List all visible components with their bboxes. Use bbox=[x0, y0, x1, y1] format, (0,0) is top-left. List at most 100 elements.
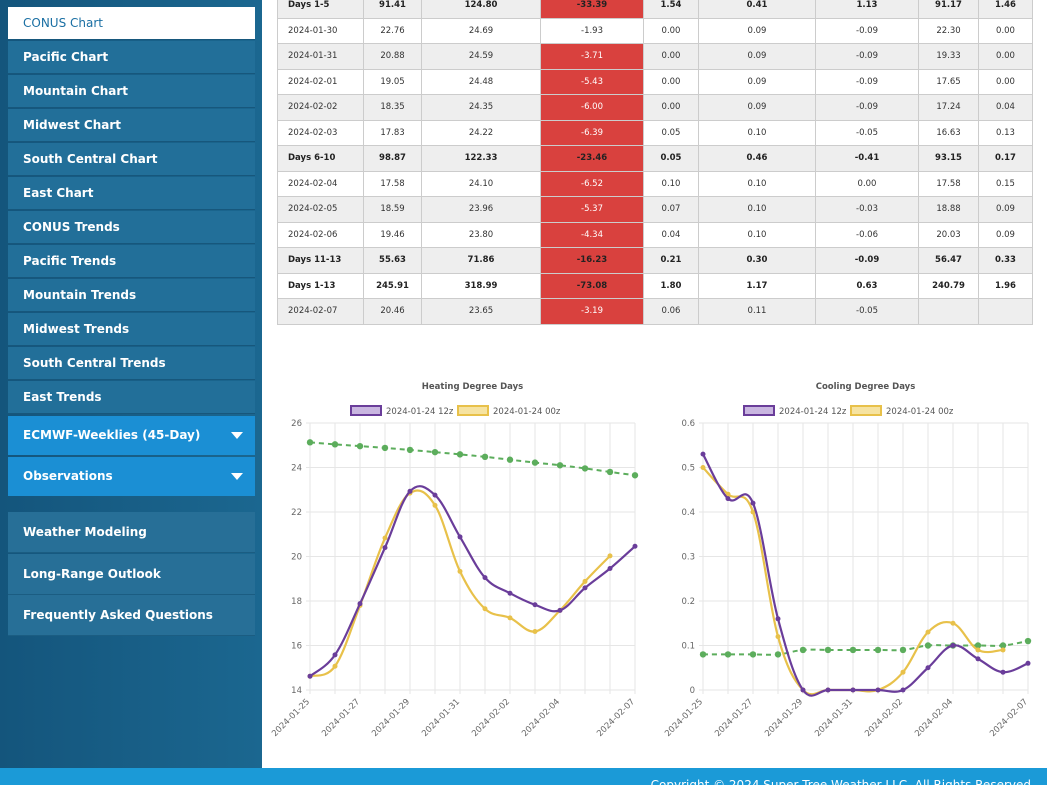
table-cell: -0.03 bbox=[815, 196, 919, 223]
nav-item[interactable]: South Central Trends bbox=[8, 347, 255, 380]
table-cell: 0.00 bbox=[978, 68, 1033, 95]
table-cell: 71.86 bbox=[421, 247, 541, 274]
data-point bbox=[432, 492, 438, 498]
nav-link[interactable]: Long-Range Outlook bbox=[8, 553, 255, 595]
y-tick-label: 22 bbox=[291, 508, 302, 518]
data-point bbox=[950, 620, 956, 626]
legend-label: 2024-01-24 12z bbox=[386, 407, 454, 417]
data-point bbox=[749, 651, 757, 658]
table-cell: -0.41 bbox=[815, 145, 919, 172]
data-point bbox=[750, 509, 756, 515]
table-cell: -16.23 bbox=[540, 247, 644, 274]
x-tick-label: 2024-02-04 bbox=[913, 697, 955, 739]
nav-item[interactable]: Pacific Trends bbox=[8, 245, 255, 278]
table-cell: -0.09 bbox=[815, 17, 919, 44]
data-point bbox=[406, 446, 414, 454]
nav-item[interactable]: Mountain Chart bbox=[8, 75, 255, 108]
table-cell: 23.80 bbox=[421, 221, 541, 248]
y-tick-label: 26 bbox=[291, 419, 302, 429]
x-tick-label: 2024-01-27 bbox=[713, 697, 755, 739]
nav-item[interactable]: Mountain Trends bbox=[8, 279, 255, 312]
data-point bbox=[725, 491, 731, 497]
table-cell: 2024-01-31 bbox=[277, 43, 364, 70]
data-point bbox=[357, 601, 363, 607]
x-tick-label: 2024-02-07 bbox=[595, 697, 637, 739]
x-tick-label: 2024-01-31 bbox=[813, 697, 855, 739]
data-point bbox=[825, 687, 831, 693]
data-point bbox=[950, 643, 956, 648]
nav-dropdown[interactable]: ECMWF-Weeklies (45-Day) bbox=[8, 416, 255, 455]
table-cell: 2024-02-02 bbox=[277, 94, 364, 121]
table-cell: 0.30 bbox=[698, 247, 816, 274]
data-point bbox=[899, 646, 907, 654]
nav-item[interactable]: East Chart bbox=[8, 177, 255, 210]
y-tick-label: 0.4 bbox=[681, 508, 695, 518]
charts: Heating Degree Days 2024-01-24 12z 2024-01… bbox=[270, 382, 1032, 739]
footer: Copyright © 2024 Super Tree Weather LLC.… bbox=[0, 768, 1047, 792]
table-cell: 0.00 bbox=[978, 43, 1033, 70]
table-cell: -0.05 bbox=[815, 298, 919, 325]
data-point bbox=[925, 629, 931, 635]
legend-label: 2024-01-24 00z bbox=[493, 407, 561, 417]
table-cell: 0.09 bbox=[978, 196, 1033, 223]
table-cell: 0.00 bbox=[643, 43, 699, 70]
table-row: Days 11-13 55.63 71.86 -16.23 0.21 0.30 -0.09 5… bbox=[277, 247, 1033, 274]
data-point bbox=[431, 448, 439, 456]
copyright: Copyright © 2024 Super Tree Weather LLC.… bbox=[650, 778, 1031, 792]
data-point bbox=[482, 606, 488, 612]
table-cell: 20.03 bbox=[918, 221, 979, 248]
nav-link[interactable]: Weather Modeling bbox=[8, 512, 255, 553]
x-tick-label: 2024-01-29 bbox=[763, 697, 805, 739]
x-tick-label: 2024-01-25 bbox=[270, 697, 312, 739]
table-row: Days 6-10 98.87 122.33 -23.46 0.05 0.46 -0.41 9… bbox=[277, 145, 1033, 172]
data-point bbox=[775, 634, 781, 640]
data-point bbox=[849, 646, 857, 654]
data-point bbox=[481, 453, 489, 461]
table-cell: 0.04 bbox=[978, 94, 1033, 121]
nav-item[interactable]: South Central Chart bbox=[8, 143, 255, 176]
data-point bbox=[875, 687, 881, 693]
table-cell: Days 1-13 bbox=[277, 272, 364, 299]
x-tick-label: 2024-02-02 bbox=[863, 697, 905, 739]
y-tick-label: 14 bbox=[291, 686, 302, 696]
x-tick-label: 2024-02-04 bbox=[520, 697, 562, 739]
chart-title: Cooling Degree Days bbox=[816, 382, 916, 392]
data-point bbox=[432, 502, 438, 508]
nav-item[interactable]: Midwest Chart bbox=[8, 109, 255, 142]
table-cell: 0.00 bbox=[978, 17, 1033, 44]
chart-title: Heating Degree Days bbox=[422, 382, 523, 392]
data-point bbox=[307, 673, 313, 679]
legend-swatch bbox=[350, 405, 382, 416]
table-cell: 0.07 bbox=[643, 196, 699, 223]
table-cell: 1.80 bbox=[643, 272, 699, 299]
table-row: 2024-02-02 18.35 24.35 -6.00 0.00 0.09 -0.09 17… bbox=[277, 94, 1033, 121]
nav-link[interactable]: Frequently Asked Questions bbox=[8, 595, 255, 636]
legend-swatch bbox=[743, 405, 775, 416]
nav-item[interactable]: East Trends bbox=[8, 381, 255, 414]
data-point bbox=[775, 616, 781, 622]
data-point bbox=[332, 663, 338, 669]
data-point bbox=[556, 462, 564, 469]
table-cell: 23.65 bbox=[421, 298, 541, 325]
nav-item[interactable]: Midwest Trends bbox=[8, 313, 255, 346]
nav-item[interactable]: CONUS Chart bbox=[8, 7, 255, 40]
table-cell: 2024-01-30 bbox=[277, 17, 364, 44]
series-line bbox=[309, 485, 636, 678]
table-cell: 0.21 bbox=[643, 247, 699, 274]
nav-item[interactable]: Pacific Chart bbox=[8, 41, 255, 74]
nav-item[interactable]: CONUS Trends bbox=[8, 211, 255, 244]
table-cell: 0.10 bbox=[698, 196, 816, 223]
data-point bbox=[332, 652, 338, 658]
data-point bbox=[975, 647, 981, 653]
data-point bbox=[507, 590, 513, 596]
y-tick-label: 18 bbox=[291, 597, 302, 607]
nav-dropdown[interactable]: Observations bbox=[8, 457, 255, 496]
data-point bbox=[381, 444, 389, 452]
table-cell: 0.10 bbox=[698, 221, 816, 248]
table-cell: 98.87 bbox=[363, 145, 422, 172]
table-cell: 18.35 bbox=[363, 94, 422, 121]
data-point bbox=[974, 642, 982, 649]
table-cell bbox=[978, 298, 1033, 325]
data-point bbox=[975, 656, 981, 662]
data-point bbox=[306, 439, 314, 446]
